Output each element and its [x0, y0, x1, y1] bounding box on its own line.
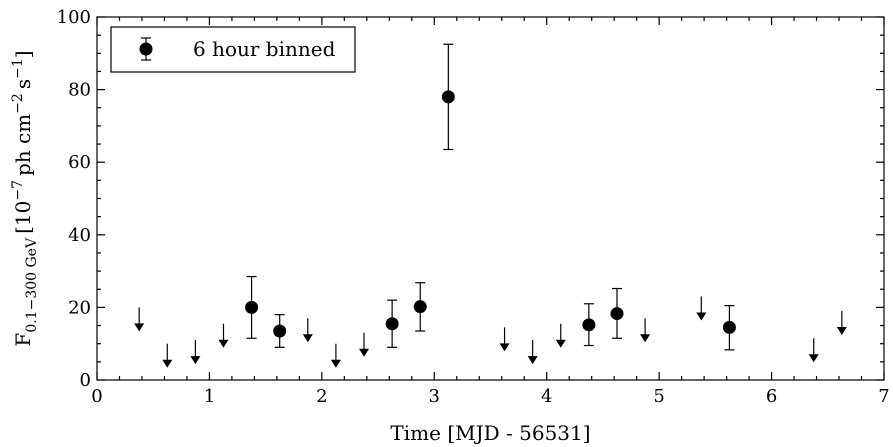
upper-limit-arrow [302, 318, 313, 343]
plot-frame [96, 16, 885, 381]
upper-limit-arrow [499, 327, 510, 352]
upper-limit-arrow [696, 296, 707, 321]
data-point-group [273, 314, 287, 348]
data-point-group [413, 282, 427, 332]
y-tick-label: 100 [57, 7, 91, 28]
data-point-group [722, 304, 736, 351]
x-tick-label: 0 [91, 386, 102, 407]
upper-limit-head [162, 359, 173, 368]
x-tick-label: 1 [204, 386, 215, 407]
y-axis-title-subscript: 0.1−300 GeV [24, 237, 40, 333]
x-tick-label: 6 [766, 386, 777, 407]
upper-limit-arrow [218, 323, 229, 348]
data-marks-layer [134, 43, 847, 368]
upper-limit-arrow [527, 340, 538, 365]
data-point [413, 300, 427, 314]
x-tick-label: 5 [653, 386, 664, 407]
x-tick-label: 7 [878, 386, 889, 407]
y-axis-title-units-post: ] [11, 50, 35, 58]
data-point [273, 324, 287, 338]
y-axis-title-base: F [11, 333, 35, 347]
y-axis-title-units-mid: ph cm [11, 114, 35, 176]
upper-limit-head [359, 348, 370, 357]
upper-limit-arrow [359, 332, 370, 357]
data-point [245, 300, 259, 314]
ticks-layer [96, 16, 885, 381]
upper-limit-arrow [134, 307, 145, 332]
data-point-group [441, 43, 455, 151]
x-tick-label: 2 [316, 386, 327, 407]
upper-limit-head [218, 339, 229, 348]
data-point [385, 317, 399, 331]
data-point-group [385, 299, 399, 348]
legend: 6 hour binned [110, 26, 356, 73]
y-tick-label: 0 [80, 370, 91, 391]
upper-limit-head [527, 356, 538, 365]
y-tick-label: 60 [68, 152, 91, 173]
upper-limit-arrow [640, 318, 651, 343]
y-tick-label: 20 [68, 297, 91, 318]
data-point-group [610, 287, 624, 339]
upper-limit-arrow [190, 340, 201, 365]
data-point-group [582, 303, 596, 347]
data-point [441, 90, 455, 104]
tick-labels-layer: 0 1 2 3 4 5 6 7 0 20 40 60 80 100 [57, 7, 890, 407]
y-axis-title-exp3: −1 [10, 58, 26, 79]
data-point [610, 307, 624, 321]
y-axis-title: F0.1−300 GeV [10−7 ph cm−2 s−1] [10, 50, 40, 346]
y-axis-title-units-pre: [10 [11, 201, 35, 234]
upper-limit-head [555, 339, 566, 348]
upper-limit-arrow [330, 343, 341, 368]
y-axis-title-units-s: s [11, 79, 35, 89]
data-point-group [245, 275, 259, 339]
upper-limit-arrow [555, 323, 566, 348]
data-point [722, 320, 736, 334]
legend-marker [139, 42, 153, 56]
upper-limit-head [696, 312, 707, 321]
upper-limit-head [302, 334, 313, 343]
y-axis-title-exp2: −2 [10, 93, 26, 114]
upper-limit-head [190, 356, 201, 365]
upper-limit-head [836, 327, 847, 336]
legend-label: 6 hour binned [193, 37, 336, 61]
upper-limit-head [640, 334, 651, 343]
upper-limit-arrow [162, 343, 173, 368]
upper-limit-head [330, 359, 341, 368]
upper-limit-arrow [808, 338, 819, 363]
upper-limit-head [134, 323, 145, 332]
upper-limit-head [808, 354, 819, 363]
x-axis-title: Time [MJD - 56531] [390, 421, 590, 445]
x-tick-label: 3 [429, 386, 440, 407]
upper-limit-head [499, 343, 510, 352]
x-tick-label: 4 [541, 386, 552, 407]
y-tick-label: 80 [68, 80, 91, 101]
data-point [582, 318, 596, 332]
y-tick-label: 40 [68, 225, 91, 246]
upper-limit-arrow [836, 311, 847, 336]
y-axis-title-exp1: −7 [10, 180, 26, 201]
